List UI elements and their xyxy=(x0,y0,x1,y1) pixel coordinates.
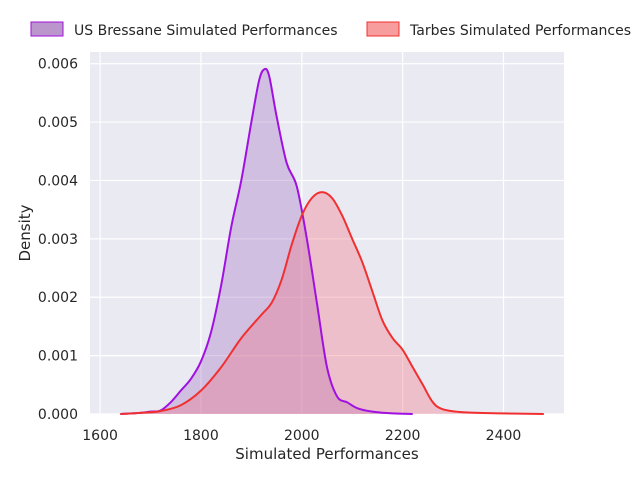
plot-background xyxy=(90,52,564,414)
density-line-tarbes xyxy=(120,191,544,415)
density-area-tarbes xyxy=(120,192,544,414)
x-axis-label: Simulated Performances xyxy=(235,445,419,463)
x-tick-label: 2000 xyxy=(284,428,320,444)
x-axis-ticks: 1600 1800 2000 2200 2400 xyxy=(82,428,521,444)
y-axis-label: Density xyxy=(16,204,34,261)
legend: US Bressane Simulated Performances Tarbe… xyxy=(30,21,631,39)
x-tick-label: 2200 xyxy=(385,428,421,444)
x-tick-label: 1600 xyxy=(82,428,118,444)
density-line-us-bressane xyxy=(120,67,413,415)
legend-label-us-bressane: US Bressane Simulated Performances xyxy=(74,23,338,39)
y-tick-label: 0.001 xyxy=(38,349,78,365)
y-tick-label: 0.002 xyxy=(38,290,78,306)
y-tick-label: 0.004 xyxy=(38,173,78,189)
x-tick-label: 1800 xyxy=(183,428,219,444)
x-tick-label: 2400 xyxy=(486,428,522,444)
legend-swatch-tarbes xyxy=(366,21,400,37)
grid xyxy=(90,52,564,415)
density-areas xyxy=(120,68,544,414)
legend-swatch-us-bressane xyxy=(30,21,64,37)
y-axis-ticks: 0.000 0.001 0.002 0.003 0.004 0.005 0.006 xyxy=(38,57,78,423)
y-tick-label: 0.006 xyxy=(38,57,78,73)
y-tick-label: 0.005 xyxy=(38,115,78,131)
density-lines xyxy=(120,67,544,415)
density-area-us-bressane xyxy=(120,68,413,414)
y-tick-label: 0.003 xyxy=(38,232,78,248)
legend-label-tarbes: Tarbes Simulated Performances xyxy=(409,23,631,39)
y-tick-label: 0.000 xyxy=(38,407,78,423)
